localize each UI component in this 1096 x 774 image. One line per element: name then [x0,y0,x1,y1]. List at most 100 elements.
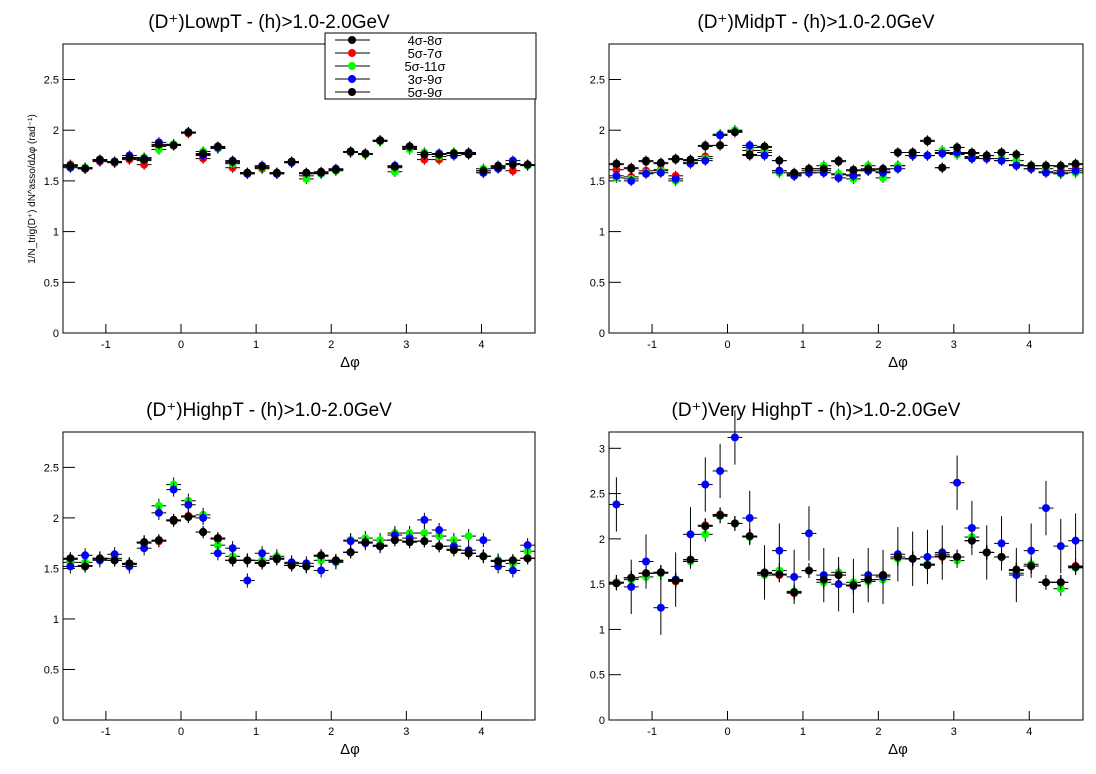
y-tick-label: 0.5 [590,277,605,289]
data-point [464,532,473,541]
x-axis-label: Δφ [340,741,360,758]
y-tick-label: 1 [53,614,59,626]
y-tick-label: 1 [53,227,59,239]
y-tick-label: 2.5 [590,74,605,86]
data-point [199,513,208,522]
x-axis-label: Δφ [888,741,908,758]
data-point [1056,168,1065,177]
data-point [612,500,621,509]
data-point [184,500,193,509]
y-tick-label: 2.5 [590,489,605,501]
data-point [642,569,651,578]
data-point [1041,168,1050,177]
legend-marker [348,88,356,96]
data-point [213,541,222,550]
y-tick-label: 0 [599,715,605,727]
data-point [627,164,636,173]
x-tick-label: 0 [724,339,730,351]
data-point [938,163,947,172]
data-point [790,588,799,597]
y-tick-label: 0 [53,715,59,727]
data-point [390,162,399,171]
data-point [213,142,222,151]
data-point [258,162,267,171]
y-tick-label: 2.5 [44,462,59,474]
data-point [302,174,311,183]
data-point [745,141,754,150]
data-point [627,573,636,582]
data-point [686,155,695,164]
chart-title: (D⁺)Very HighpT - (h)>1.0-2.0GeV [672,400,961,421]
data-point [864,164,873,173]
legend-label: 5σ-11σ [404,59,445,74]
data-point [923,561,932,570]
data-point [834,580,843,589]
data-point [656,168,665,177]
data-point [184,512,193,521]
data-point [95,155,104,164]
data-point [1071,166,1080,175]
data-point [760,142,769,151]
data-point [302,168,311,177]
data-point [1056,542,1065,551]
x-tick-label: -1 [101,726,111,738]
data-point [967,536,976,545]
data-point [745,532,754,541]
y-tick-label: 2 [599,534,605,546]
data-point [66,161,75,170]
data-point [508,166,517,175]
panel: (D⁺)Very HighpT - (h)>1.0-2.0GeV Δφ 0 0.5 1 1… [590,400,1084,758]
data-point [508,160,517,169]
y-tick-label: 1 [599,227,605,239]
data-point [612,159,621,168]
data-point [287,561,296,570]
y-tick-label: 1.5 [590,579,605,591]
data-point [449,149,458,158]
y-tick-label: 1.5 [590,176,605,188]
x-tick-label: -1 [647,339,657,351]
data-point [1071,159,1080,168]
y-tick-label: 0 [599,328,605,340]
data-point [804,164,813,173]
data-point [449,546,458,555]
data-point [376,542,385,551]
data-point [908,148,917,157]
legend-label: 5σ-7σ [408,46,443,61]
data-point [184,128,193,137]
data-point [243,556,252,565]
data-point [479,536,488,545]
data-point [953,478,962,487]
data-point [376,136,385,145]
data-point [317,168,326,177]
y-tick-label: 1 [599,624,605,636]
data-point [169,515,178,524]
x-tick-label: 2 [328,339,334,351]
data-point [923,151,932,160]
data-point [656,158,665,167]
data-point [494,557,503,566]
y-tick-label: 2 [599,125,605,137]
y-tick-label: 0.5 [44,277,59,289]
data-point [81,551,90,560]
data-point [1027,161,1036,170]
data-point [243,576,252,585]
data-point [331,556,340,565]
data-point [760,151,769,160]
data-point [923,552,932,561]
data-point [272,554,281,563]
data-point [361,149,370,158]
data-point [523,160,532,169]
legend-marker [348,36,356,44]
x-tick-label: 0 [724,726,730,738]
x-tick-label: 2 [875,339,881,351]
data-point [701,141,710,150]
data-point [435,542,444,551]
data-point [1012,565,1021,574]
data-point [140,155,149,164]
data-point [494,162,503,171]
legend-marker [348,75,356,83]
data-point [849,171,858,180]
x-tick-label: -1 [101,339,111,351]
data-point [923,136,932,145]
